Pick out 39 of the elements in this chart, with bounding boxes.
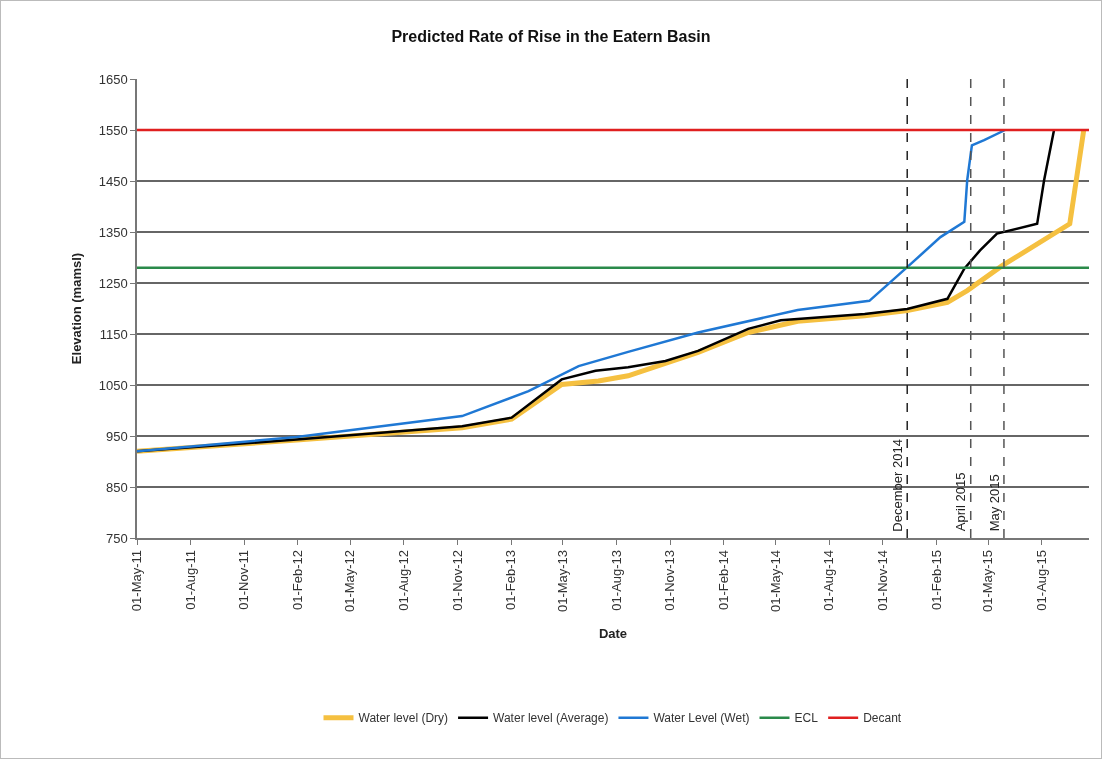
legend-label: Water level (Average) — [493, 711, 609, 726]
y-tick-label: 1150 — [99, 326, 128, 342]
legend-label: Decant — [863, 711, 902, 726]
y-tick-label: 1250 — [98, 275, 128, 291]
y-tick-label: 1650 — [98, 71, 128, 87]
x-tick-label: 01-May-12 — [342, 549, 358, 613]
legend-label: ECL — [794, 711, 819, 726]
y-tick-label: 950 — [105, 428, 128, 444]
x-tick-label: 01-May-13 — [555, 549, 571, 613]
y-tick-label: 1350 — [98, 224, 128, 240]
x-tick-label: 01-May-11 — [129, 549, 145, 612]
ref-line-label: April 2015 — [953, 472, 969, 532]
x-tick-label: 01-Nov-14 — [874, 549, 890, 611]
x-tick-label: 01-Nov-12 — [449, 549, 465, 611]
x-tick-label: 01-May-15 — [980, 549, 996, 613]
x-tick-label: 01-Feb-14 — [715, 549, 731, 610]
y-tick-label: 750 — [105, 530, 128, 546]
x-tick-label: 01-Feb-13 — [503, 549, 519, 610]
x-tick-label: 01-Nov-13 — [662, 549, 678, 611]
ref-line-label: December 2014 — [889, 439, 905, 532]
legend-label: Water level (Dry) — [358, 711, 449, 726]
y-tick-label: 1050 — [98, 377, 128, 393]
legend-label: Water Level (Wet) — [653, 711, 750, 726]
x-tick-label: 01-Aug-15 — [1034, 549, 1050, 611]
x-tick-label: 01-Aug-13 — [608, 549, 624, 611]
x-tick-label: 01-Nov-11 — [236, 549, 252, 610]
chart-title: Predicted Rate of Rise in the Eatern Basin — [391, 28, 711, 46]
x-tick-label: 01-Feb-12 — [290, 549, 306, 610]
y-tick-label: 1450 — [98, 173, 128, 189]
x-axis-title: Date — [598, 626, 628, 642]
y-axis-title: Elevation (mamsl) — [69, 252, 85, 365]
y-tick-label: 850 — [105, 479, 128, 495]
x-tick-label: 01-Aug-11 — [182, 549, 198, 610]
x-tick-label: 01-Aug-12 — [396, 549, 412, 611]
ref-line-label: May 2015 — [986, 474, 1002, 532]
y-tick-label: 1550 — [98, 122, 128, 138]
x-tick-label: 01-May-14 — [767, 549, 783, 613]
x-tick-label: 01-Aug-14 — [821, 549, 837, 611]
x-tick-label: 01-Feb-15 — [928, 549, 944, 610]
